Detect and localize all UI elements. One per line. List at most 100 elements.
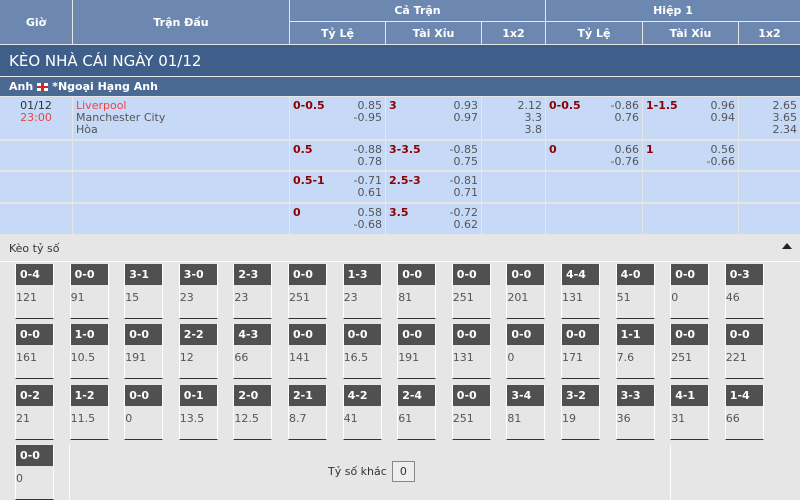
ft-handicap-odds[interactable]: 0.58 -0.68 [354,207,382,231]
league-row[interactable]: Anh *Ngoại Hạng Anh [0,77,800,96]
ft-over-under-odd[interactable]: 0.62 [453,218,479,231]
score-card[interactable]: 0-0 251 [288,264,327,319]
ft-handicap-odd[interactable]: 0.61 [357,186,383,199]
ft-handicap-odd[interactable]: -0.71 [353,174,382,187]
score-card[interactable]: 2-1 8.7 [288,385,327,440]
ft-over-under-line[interactable]: 3.5 [389,206,409,219]
odds-cell[interactable]: 0.5 -0.88 0.78 [290,141,385,170]
ft-over-under-odd[interactable]: -0.81 [449,174,478,187]
odd-1x2[interactable]: 3.8 [524,123,543,136]
h1-over-under-odd[interactable]: 0.94 [710,111,736,124]
score-card[interactable]: 0-0 0 [124,385,164,440]
score-card[interactable]: 3-4 81 [506,385,546,440]
score-card[interactable]: 2-2 12 [178,324,218,379]
score-card[interactable]: 1-4 66 [724,385,764,440]
odds-cell[interactable]: 1-1.5 0.96 0.94 [643,97,738,139]
ft-over-under-odds[interactable]: 0.93 0.97 [454,100,479,124]
h1-1x2-odds[interactable]: 2.65 3.65 2.34 [742,99,798,136]
ft-over-under-odd[interactable]: -0.85 [449,143,478,156]
score-card[interactable]: 0-0 201 [506,264,546,319]
score-card[interactable]: 1-3 23 [342,264,382,319]
odds-cell[interactable] [482,172,545,202]
h1-over-under-odds[interactable]: 0.96 0.94 [711,100,736,124]
h1-handicap-odd[interactable]: -0.76 [610,155,639,168]
h1-over-under-odd[interactable]: 0.56 [710,143,736,156]
odds-cell[interactable]: 3.5 -0.72 0.62 [386,204,481,234]
h1-over-under-line[interactable]: 1 [646,143,654,156]
ft-handicap-odd[interactable]: -0.68 [353,218,382,231]
odds-cell[interactable]: 0.5-1 -0.71 0.61 [290,172,385,202]
score-card[interactable]: 0-0 91 [69,264,109,319]
score-card[interactable]: 0-0 251 [670,324,710,379]
odds-cell[interactable]: 1 0.56 -0.66 [643,141,738,170]
score-card[interactable]: 0-0 161 [15,324,54,379]
ft-1x2-odds[interactable]: 2.12 3.3 3.8 [485,99,543,136]
ft-over-under-line[interactable]: 3 [389,99,397,112]
odds-cell[interactable] [739,172,800,202]
score-card[interactable]: 1-2 11.5 [69,385,109,440]
score-card[interactable]: 2-3 23 [233,264,273,319]
ft-over-under-odd[interactable]: 0.71 [453,186,479,199]
ft-over-under-odd[interactable]: 0.75 [453,155,479,168]
odds-cell[interactable]: 0-0.5 0.85 -0.95 [290,97,385,139]
odds-cell[interactable]: 2.65 3.65 2.34 [739,97,800,139]
score-card[interactable]: 0-0 81 [397,264,437,319]
score-card[interactable]: 2-4 61 [397,385,437,440]
odds-cell[interactable] [482,204,545,234]
score-card[interactable]: 4-3 66 [233,324,273,379]
odds-cell[interactable]: 2.12 3.3 3.8 [482,97,545,139]
score-card[interactable]: 0-1 13.5 [178,385,218,440]
h1-handicap-odds[interactable]: 0.66 -0.76 [611,144,639,168]
odds-cell[interactable] [546,172,642,202]
h1-over-under-odd[interactable]: -0.66 [706,155,735,168]
ft-handicap-odds[interactable]: 0.85 -0.95 [354,100,382,124]
score-card[interactable]: 0-3 46 [724,264,764,319]
h1-over-under-odd[interactable]: 0.96 [710,99,736,112]
odds-cell[interactable]: 3-3.5 -0.85 0.75 [386,141,481,170]
h1-handicap-line[interactable]: 0 [549,143,557,156]
score-card[interactable]: 0-0 0 [506,324,546,379]
odds-cell[interactable] [739,141,800,170]
h1-handicap-odd[interactable]: 0.76 [614,111,640,124]
ft-over-under-odd[interactable]: 0.93 [453,99,479,112]
ft-over-under-line[interactable]: 2.5-3 [389,174,421,187]
score-card[interactable]: 0-0 131 [451,324,491,379]
score-card[interactable]: 3-3 36 [615,385,655,440]
score-card[interactable]: 0-0 251 [451,264,491,319]
ft-handicap-line[interactable]: 0.5-1 [293,174,325,187]
ft-handicap-line[interactable]: 0-0.5 [293,99,325,112]
odds-cell[interactable]: 0-0.5 -0.86 0.76 [546,97,642,139]
odds-cell[interactable]: 0 0.58 -0.68 [290,204,385,234]
ft-over-under-odds[interactable]: -0.85 0.75 [450,144,478,168]
score-card[interactable]: 1-0 10.5 [69,324,109,379]
score-card[interactable]: 3-1 15 [124,264,164,319]
score-card[interactable]: 0-0 251 [451,385,491,440]
ft-handicap-line[interactable]: 0.5 [293,143,313,156]
odd-1x2[interactable]: 2.65 [772,99,798,112]
ft-handicap-odd[interactable]: 0.78 [357,155,383,168]
odds-cell[interactable]: 0 0.66 -0.76 [546,141,642,170]
score-card[interactable]: 4-2 41 [342,385,382,440]
score-card[interactable]: 4-4 131 [561,264,600,319]
ft-handicap-odd[interactable]: -0.88 [353,143,382,156]
h1-over-under-odds[interactable]: 0.56 -0.66 [707,144,735,168]
odd-1x2[interactable]: 2.12 [517,99,543,112]
score-card[interactable]: 4-0 51 [615,264,655,319]
odds-cell[interactable]: 3 0.93 0.97 [386,97,481,139]
odds-cell[interactable] [546,204,642,234]
ft-handicap-line[interactable]: 0 [293,206,301,219]
score-card[interactable]: 3-2 19 [561,385,600,440]
score-card[interactable]: 0-0 0 [670,264,710,319]
ft-handicap-odd[interactable]: -0.95 [353,111,382,124]
score-card[interactable]: 3-0 23 [178,264,218,319]
score-card[interactable]: 0-0 191 [124,324,164,379]
ft-over-under-odd[interactable]: -0.72 [449,206,478,219]
caret-up-icon[interactable] [782,243,792,249]
ft-handicap-odd[interactable]: 0.85 [357,99,383,112]
h1-over-under-line[interactable]: 1-1.5 [646,99,678,112]
score-card[interactable]: 0-0 0 [15,445,54,500]
score-card[interactable]: 0-4 121 [15,264,54,319]
score-card[interactable]: 0-2 21 [15,385,54,440]
ft-handicap-odds[interactable]: -0.71 0.61 [354,175,382,199]
ft-over-under-odds[interactable]: -0.72 0.62 [450,207,478,231]
